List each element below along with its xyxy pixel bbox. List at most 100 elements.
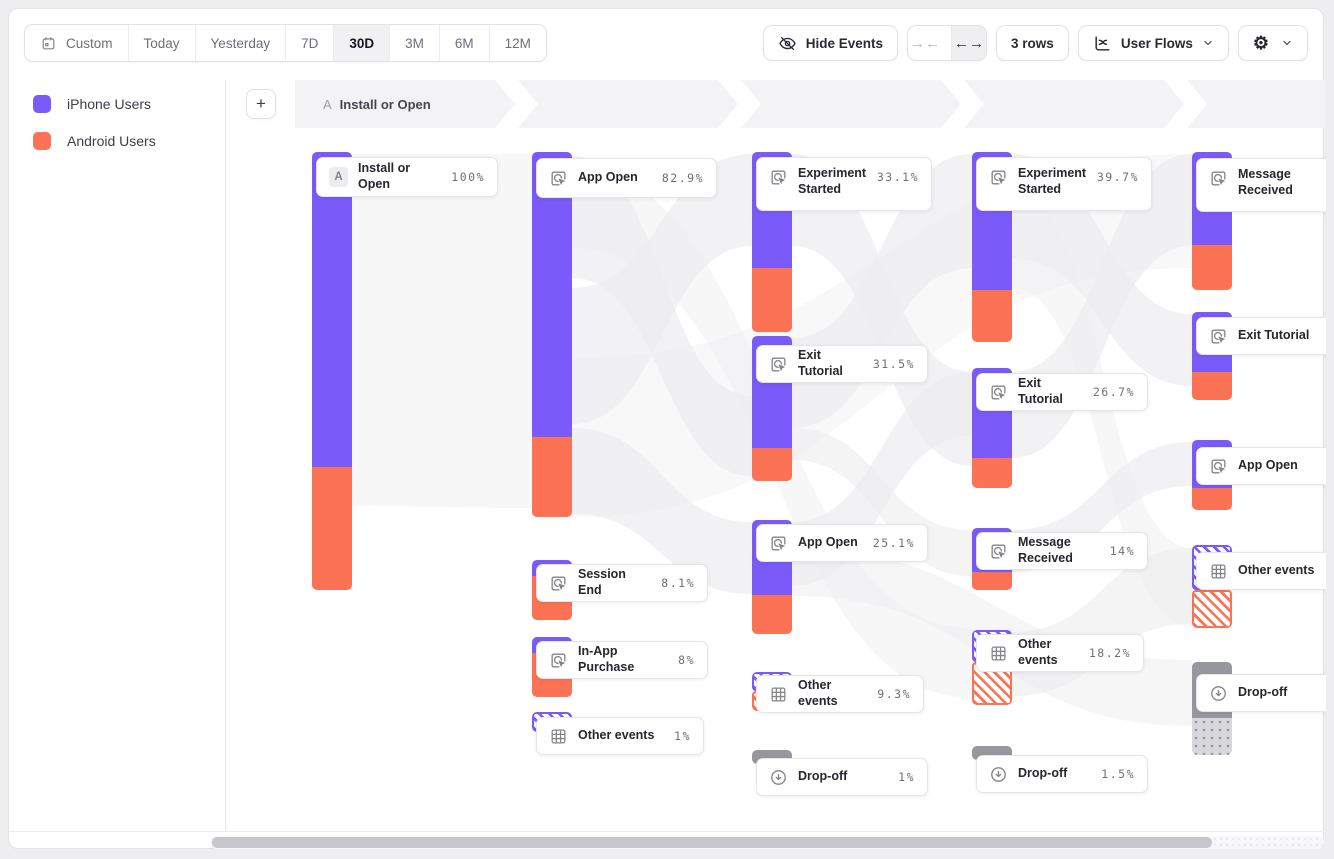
flow-node-card-app-open[interactable]: App Open 25.1% bbox=[756, 524, 928, 562]
rows-button[interactable]: 3 rows bbox=[996, 25, 1069, 61]
hide-events-button[interactable]: Hide Events bbox=[762, 25, 899, 61]
flow-node-card-message-received[interactable]: Message Received 14% bbox=[976, 532, 1148, 570]
horizontal-scrollbar[interactable] bbox=[210, 836, 1324, 849]
date-range-label: 12M bbox=[504, 35, 531, 51]
node-percent: 8.1% bbox=[661, 576, 695, 590]
legend-item-android-users[interactable]: Android Users bbox=[33, 132, 225, 150]
date-range-label: Custom bbox=[66, 35, 113, 51]
legend-label: iPhone Users bbox=[67, 96, 152, 112]
add-step-button[interactable]: + bbox=[246, 89, 276, 119]
date-range-3m[interactable]: 3M bbox=[390, 25, 440, 61]
node-percent: 82.9% bbox=[661, 171, 704, 185]
click-event-icon bbox=[1209, 327, 1228, 346]
flow-node-card-other-events[interactable]: Other events 18.2% bbox=[976, 634, 1144, 672]
scrollbar-thumb[interactable] bbox=[212, 837, 1212, 848]
bar-segment-orange bbox=[532, 437, 572, 517]
node-label: In-App Purchase bbox=[578, 644, 635, 674]
grid-events-icon bbox=[769, 685, 788, 704]
flow-node-bar-app-open[interactable] bbox=[532, 152, 572, 517]
click-event-icon bbox=[769, 534, 788, 553]
node-label: Message Received bbox=[1238, 167, 1293, 197]
flow-node-card-app-open[interactable]: App Open bbox=[1196, 447, 1326, 485]
node-label: Drop-off bbox=[1238, 685, 1288, 700]
node-label: Other events bbox=[798, 678, 838, 708]
node-label: App Open bbox=[578, 170, 638, 185]
grid-events-icon bbox=[989, 644, 1008, 663]
node-label: Session End bbox=[578, 567, 626, 597]
node-percent: 8% bbox=[678, 653, 695, 667]
flow-node-card-other-events[interactable]: Other events 9.3% bbox=[756, 675, 924, 713]
legend-swatch bbox=[33, 132, 51, 150]
date-range-6m[interactable]: 6M bbox=[440, 25, 490, 61]
flow-node-card-drop-off[interactable]: Drop-off 1.5% bbox=[976, 755, 1148, 793]
flow-node-card-exit-tutorial[interactable]: Exit Tutorial 31.5% bbox=[756, 345, 928, 383]
node-percent: 25.1% bbox=[872, 536, 915, 550]
bar-segment-orange bbox=[1192, 488, 1232, 510]
flow-node-bar-install-or-open[interactable] bbox=[312, 152, 352, 590]
chevron-down-icon bbox=[1281, 37, 1293, 49]
date-range-label: 30D bbox=[349, 35, 375, 51]
flow-node-card-session-end[interactable]: Session End 8.1% bbox=[536, 564, 708, 602]
flow-node-card-experiment-started[interactable]: Experiment Started 33.1% bbox=[756, 157, 932, 211]
grid-events-icon bbox=[1209, 562, 1228, 581]
date-range-label: Today bbox=[143, 35, 180, 51]
view-label: User Flows bbox=[1120, 35, 1193, 51]
rows-label: 3 rows bbox=[1011, 35, 1054, 51]
date-range-yesterday[interactable]: Yesterday bbox=[196, 25, 287, 61]
bar-segment-purple bbox=[312, 152, 352, 467]
bar-segment-orange bbox=[752, 595, 792, 634]
settings-button[interactable]: ⚙ bbox=[1237, 25, 1308, 61]
flow-node-card-exit-tutorial[interactable]: Exit Tutorial bbox=[1196, 317, 1326, 355]
hide-events-label: Hide Events bbox=[805, 35, 884, 51]
click-event-icon bbox=[549, 574, 568, 593]
toolbar: Custom Today Yesterday 7D 30D 3M 6M 12M Hide Ev… bbox=[24, 24, 1308, 62]
flow-node-card-exit-tutorial[interactable]: Exit Tutorial 26.7% bbox=[976, 373, 1148, 411]
flow-node-card-drop-off[interactable]: Drop-off bbox=[1196, 674, 1326, 712]
node-label: Other events bbox=[578, 728, 655, 743]
date-range-today[interactable]: Today bbox=[129, 25, 196, 61]
node-label: Exit Tutorial bbox=[798, 348, 843, 378]
date-range-label: 3M bbox=[405, 35, 424, 51]
click-event-icon bbox=[549, 169, 568, 188]
node-percent: 31.5% bbox=[872, 357, 915, 371]
flow-canvas: A Install or Open 100% App Open 82.9% Session… bbox=[226, 128, 1326, 831]
flow-node-card-other-events[interactable]: Other events 1% bbox=[536, 717, 704, 755]
node-percent: 26.7% bbox=[1092, 385, 1135, 399]
calendar-icon bbox=[40, 35, 57, 52]
gear-icon: ⚙ bbox=[1252, 32, 1269, 53]
bar-segment-orange bbox=[752, 268, 792, 332]
step-segment-install-or-open[interactable]: A Install or Open bbox=[295, 80, 515, 128]
node-label: App Open bbox=[1238, 458, 1298, 473]
flow-node-card-experiment-started[interactable]: Experiment Started 39.7% bbox=[976, 157, 1152, 211]
node-label: Experiment Started bbox=[1018, 166, 1087, 196]
expand-columns-button[interactable]: ←→ bbox=[951, 26, 987, 60]
click-event-icon bbox=[1209, 457, 1228, 476]
chevron-down-icon bbox=[1202, 37, 1214, 49]
date-range-7d[interactable]: 7D bbox=[286, 25, 335, 61]
click-event-icon bbox=[549, 651, 568, 670]
flow-node-card-drop-off[interactable]: Drop-off 1% bbox=[756, 758, 928, 796]
collapse-columns-button[interactable]: →← bbox=[910, 34, 941, 52]
legend-panel: iPhone Users Android Users bbox=[9, 80, 226, 831]
flow-node-card-in-app-purchase[interactable]: In-App Purchase 8% bbox=[536, 641, 708, 679]
node-percent: 39.7% bbox=[1096, 170, 1139, 184]
bar-segment-orange bbox=[972, 290, 1012, 342]
date-range-custom[interactable]: Custom bbox=[25, 25, 129, 61]
step-segment-empty bbox=[1187, 80, 1325, 128]
click-event-icon bbox=[1209, 169, 1228, 188]
legend-label: Android Users bbox=[67, 133, 156, 149]
drop-off-icon bbox=[1209, 684, 1228, 703]
legend-item-iphone-users[interactable]: iPhone Users bbox=[33, 95, 225, 113]
node-label: Drop-off bbox=[798, 769, 848, 784]
grid-events-icon bbox=[549, 727, 568, 746]
bar-segment-orange bbox=[972, 458, 1012, 488]
date-range-12m[interactable]: 12M bbox=[490, 25, 546, 61]
flow-node-card-message-received[interactable]: Message Received bbox=[1196, 158, 1326, 212]
flow-node-card-app-open[interactable]: App Open 82.9% bbox=[536, 158, 717, 198]
flow-node-card-other-events[interactable]: Other events bbox=[1196, 552, 1326, 590]
date-range-30d[interactable]: 30D bbox=[334, 25, 391, 61]
view-selector[interactable]: User Flows bbox=[1077, 25, 1229, 61]
flow-node-card-install-or-open[interactable]: A Install or Open 100% bbox=[316, 157, 498, 197]
step-prefix: A bbox=[323, 96, 332, 112]
date-range-label: 7D bbox=[301, 35, 319, 51]
